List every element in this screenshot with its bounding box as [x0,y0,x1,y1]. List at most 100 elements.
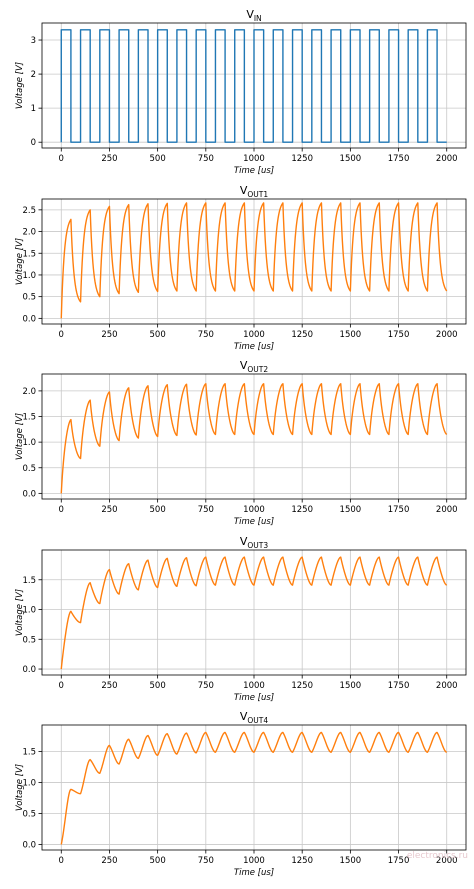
series-line-vin [60,29,447,143]
x-tick-label: 500 [150,330,166,340]
x-tick-label: 1000 [243,505,265,515]
y-axis-label: Voltage [V] [15,589,25,636]
x-tick-label: 1750 [388,856,410,866]
y-tick-label: 1.5 [22,748,36,758]
chart-vout3: 0 250 500 750 1000 1250 1500 1750 2000 0.0 0.5 1.0 1… [15,535,467,703]
y-axis-label: Voltage [V] [15,62,25,109]
x-tick-label: 750 [198,330,214,340]
series-line-vout4 [60,731,447,845]
x-tick-label: 250 [101,154,117,164]
y-tick-label: 1.0 [22,606,36,616]
x-tick-label: 1000 [243,681,265,691]
x-tick-label: 1250 [291,505,313,515]
chart-title: VOUT2 [240,359,269,374]
y-tick-label: 1.0 [22,779,36,789]
chart-vout2: 0 250 500 750 1000 1250 1500 1750 2000 0.0 0.5 1.0 1… [15,359,467,527]
y-tick-label: 0.0 [22,840,36,850]
x-tick-label: 1750 [388,330,410,340]
x-tick-label: 1250 [291,330,313,340]
x-tick-label: 1000 [243,330,265,340]
x-tick-label: 0 [59,330,64,340]
x-tick-label: 750 [198,681,214,691]
x-tick-label: 500 [150,154,166,164]
y-tick-label: 0.5 [22,635,36,645]
chart-title: VIN [246,8,261,23]
x-tick-label: 1250 [291,681,313,691]
chart-title-main: V [240,710,248,723]
x-tick-label: 2000 [436,681,458,691]
y-axis-label: Voltage [V] [15,764,25,811]
y-axis-label: Voltage [V] [15,413,25,460]
y-tick-label: 1.5 [22,413,36,423]
chart-title-main: V [240,184,248,197]
x-tick-label: 750 [198,856,214,866]
x-tick-label: 2000 [436,154,458,164]
chart-vout1: 0 250 500 750 1000 1250 1500 1750 2000 0.0 0.5 1.0 1… [15,184,467,352]
y-tick-label: 2.5 [22,206,36,216]
y-tick-label: 2 [31,70,36,80]
x-tick-label: 500 [150,505,166,515]
series-line-vout3 [60,556,448,670]
y-tick-label: 2.0 [22,228,36,238]
x-tick-label: 1500 [340,856,362,866]
x-tick-label: 1500 [340,330,362,340]
y-tick-label: 0.5 [22,464,36,474]
chart-title-main: V [240,535,248,548]
x-tick-label: 1500 [340,681,362,691]
chart-title-subscript: OUT2 [247,365,268,374]
y-axis-label: Voltage [V] [15,238,25,285]
x-tick-label: 0 [59,505,64,515]
x-tick-label: 1750 [388,154,410,164]
y-tick-label: 0.5 [22,293,36,303]
y-tick-label: 0.5 [22,809,36,819]
x-tick-label: 500 [150,681,166,691]
y-tick-label: 0 [31,138,36,148]
x-tick-label: 1000 [243,856,265,866]
y-tick-label: 3 [31,36,36,46]
y-tick-label: 1.0 [22,271,36,281]
x-tick-label: 750 [198,154,214,164]
chart-title-main: V [246,8,254,21]
chart-title: VOUT4 [240,710,269,725]
x-tick-label: 750 [198,505,214,515]
x-tick-label: 1500 [340,154,362,164]
x-tick-label: 1250 [291,154,313,164]
series-line-vout2 [60,383,448,494]
x-tick-label: 1750 [388,505,410,515]
chart-title-subscript: OUT4 [247,716,268,725]
x-tick-label: 0 [59,856,64,866]
series-line-vout1 [60,202,448,319]
x-tick-label: 250 [101,681,117,691]
x-axis-label: Time [us] [234,166,274,176]
y-tick-label: 1.0 [22,438,36,448]
y-tick-label: 0.0 [22,314,36,324]
x-axis-label: Time [us] [234,693,274,703]
chart-vout4: 0 250 500 750 1000 1250 1500 1750 2000 0.0 0.5 1.0 1… [15,710,467,878]
x-tick-label: 1750 [388,681,410,691]
chart-title: VOUT3 [240,535,269,550]
x-tick-label: 500 [150,856,166,866]
y-tick-label: 0.0 [22,665,36,675]
x-tick-label: 2000 [436,330,458,340]
chart-title-subscript: OUT1 [247,190,268,199]
chart-title: VOUT1 [240,184,269,199]
chart-title-subscript: IN [254,14,262,23]
x-tick-label: 1500 [340,505,362,515]
x-tick-label: 1250 [291,856,313,866]
chart-vin: 0 250 500 750 1000 1250 1500 1750 2000 0 1 2 3 Time [… [15,8,467,176]
x-tick-label: 250 [101,330,117,340]
y-tick-label: 0.0 [22,489,36,499]
y-tick-label: 2.0 [22,387,36,397]
x-tick-label: 0 [59,681,64,691]
x-tick-label: 250 [101,856,117,866]
x-axis-label: Time [us] [234,342,274,352]
y-tick-label: 1 [31,104,36,114]
y-tick-label: 1.5 [22,249,36,259]
chart-title-subscript: OUT3 [247,541,268,550]
y-tick-label: 1.5 [22,576,36,586]
x-tick-label: 0 [59,154,64,164]
x-tick-label: 250 [101,505,117,515]
watermark: electronics.ru [407,851,468,861]
x-axis-label: Time [us] [234,517,274,527]
